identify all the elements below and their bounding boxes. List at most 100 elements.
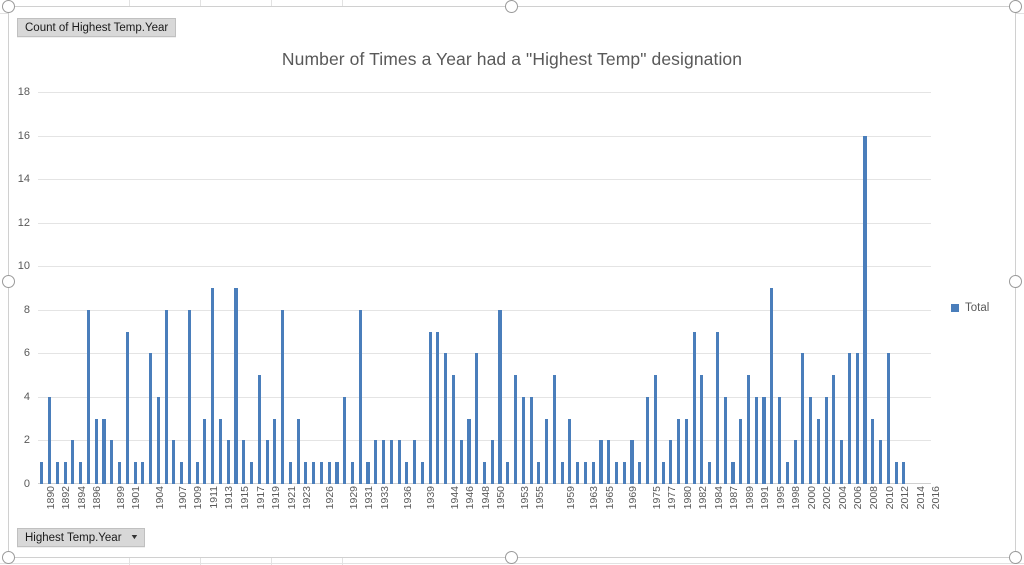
bar[interactable] xyxy=(669,440,673,484)
resize-handle-middle-left[interactable] xyxy=(2,275,15,288)
bar[interactable] xyxy=(739,418,743,484)
bar[interactable] xyxy=(723,396,727,484)
bar[interactable] xyxy=(48,396,52,484)
bar[interactable] xyxy=(708,462,712,484)
bar[interactable] xyxy=(576,462,580,484)
bar[interactable] xyxy=(218,418,223,484)
bar[interactable] xyxy=(288,462,292,484)
bar[interactable] xyxy=(731,462,735,484)
bar[interactable] xyxy=(281,309,285,484)
bar[interactable] xyxy=(164,309,168,484)
bar[interactable] xyxy=(40,462,44,484)
bar[interactable] xyxy=(94,418,98,484)
resize-handle-middle-right[interactable] xyxy=(1009,275,1022,288)
bar[interactable] xyxy=(824,396,828,484)
bar[interactable] xyxy=(754,396,758,484)
bar[interactable] xyxy=(545,418,549,484)
bar[interactable] xyxy=(234,288,238,484)
bar[interactable] xyxy=(102,418,106,484)
bar[interactable] xyxy=(614,462,619,484)
bar[interactable] xyxy=(71,440,75,484)
bar[interactable] xyxy=(809,396,813,484)
bar[interactable] xyxy=(374,440,378,484)
bar[interactable] xyxy=(187,309,191,484)
bar[interactable] xyxy=(677,418,681,484)
bar[interactable] xyxy=(692,331,696,484)
bar[interactable] xyxy=(560,462,564,484)
axis-field-button[interactable]: Highest Temp.Year ▼ xyxy=(17,528,146,547)
value-field-button[interactable]: Count of Highest Temp.Year xyxy=(17,18,177,37)
bar[interactable] xyxy=(599,440,603,484)
bar[interactable] xyxy=(832,375,836,484)
bar[interactable] xyxy=(778,396,782,484)
resize-handle-bottom-center[interactable] xyxy=(505,551,518,564)
bar[interactable] xyxy=(327,462,331,484)
bar[interactable] xyxy=(514,375,518,484)
bar[interactable] xyxy=(521,396,525,484)
bar[interactable] xyxy=(366,462,370,484)
bar[interactable] xyxy=(638,462,642,484)
plot-area[interactable]: 0 2 4 6 8 10 12 14 16 18 xyxy=(18,86,931,490)
bar[interactable] xyxy=(242,440,246,484)
bar[interactable] xyxy=(591,462,595,484)
bar[interactable] xyxy=(552,375,556,484)
bar[interactable] xyxy=(350,462,355,484)
chevron-down-icon[interactable]: ▼ xyxy=(129,534,139,541)
bar[interactable] xyxy=(180,462,184,484)
bar[interactable] xyxy=(700,375,704,484)
bar[interactable] xyxy=(622,462,626,484)
bar[interactable] xyxy=(871,418,875,484)
bar[interactable] xyxy=(770,288,774,484)
bar[interactable] xyxy=(413,440,417,484)
bar[interactable] xyxy=(420,462,424,484)
bar[interactable] xyxy=(583,462,587,484)
chart-legend[interactable]: Total xyxy=(951,302,989,314)
bar[interactable] xyxy=(444,353,448,484)
bar[interactable] xyxy=(389,440,393,484)
bar[interactable] xyxy=(902,462,906,484)
resize-handle-bottom-right[interactable] xyxy=(1009,551,1022,564)
bar[interactable] xyxy=(894,462,898,484)
bar[interactable] xyxy=(467,418,471,484)
resize-handle-top-center[interactable] xyxy=(505,0,518,13)
bar[interactable] xyxy=(141,462,145,484)
bar[interactable] xyxy=(79,462,83,484)
bar[interactable] xyxy=(475,353,479,484)
bar[interactable] xyxy=(785,462,789,484)
bar[interactable] xyxy=(428,331,432,484)
bar-series-total[interactable] xyxy=(38,92,931,484)
bar[interactable] xyxy=(459,440,463,484)
bar[interactable] xyxy=(257,375,261,484)
bar[interactable] xyxy=(506,462,510,484)
bar[interactable] xyxy=(490,440,494,484)
bar[interactable] xyxy=(55,462,59,484)
bar[interactable] xyxy=(172,440,176,484)
bar[interactable] xyxy=(661,462,665,484)
bar[interactable] xyxy=(273,418,277,484)
bar[interactable] xyxy=(312,462,316,484)
bar[interactable] xyxy=(63,462,67,484)
bar[interactable] xyxy=(117,462,122,484)
bar[interactable] xyxy=(397,440,401,484)
bar[interactable] xyxy=(156,396,160,484)
bar[interactable] xyxy=(715,331,719,484)
bar[interactable] xyxy=(646,396,650,484)
bar[interactable] xyxy=(405,462,409,484)
bar[interactable] xyxy=(195,462,199,484)
bar[interactable] xyxy=(211,288,215,484)
bar[interactable] xyxy=(482,462,487,484)
bar[interactable] xyxy=(149,353,153,484)
bar[interactable] xyxy=(537,462,541,484)
bar[interactable] xyxy=(319,462,323,484)
bar[interactable] xyxy=(801,353,805,484)
bar[interactable] xyxy=(133,462,137,484)
bar[interactable] xyxy=(343,396,347,484)
resize-handle-bottom-left[interactable] xyxy=(2,551,15,564)
bar[interactable] xyxy=(382,440,386,484)
bar[interactable] xyxy=(568,418,572,484)
bar[interactable] xyxy=(358,309,362,484)
bar[interactable] xyxy=(296,418,300,484)
bar[interactable] xyxy=(855,353,859,484)
bar[interactable] xyxy=(793,440,797,484)
